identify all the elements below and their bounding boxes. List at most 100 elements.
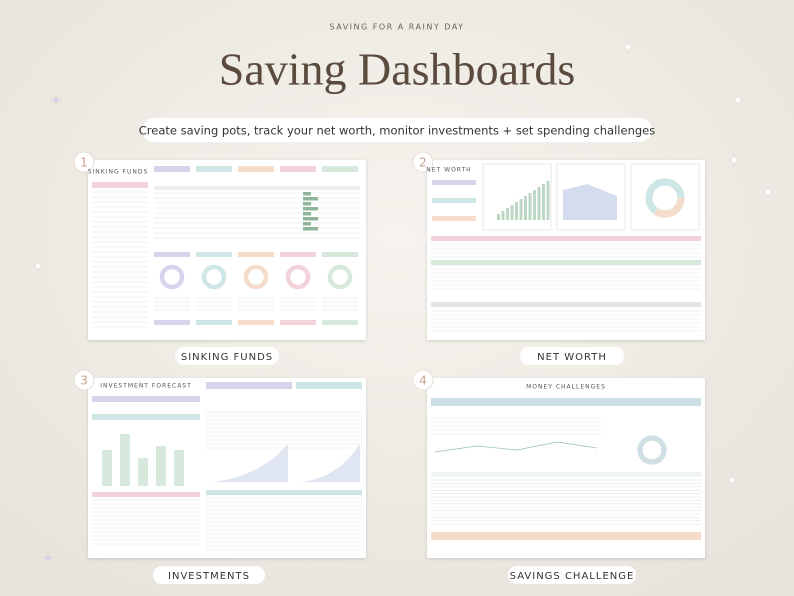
bar (497, 214, 500, 220)
kpi (432, 180, 476, 185)
bar (303, 227, 318, 231)
donut (327, 264, 353, 290)
number: 3 (80, 374, 88, 388)
label-pill (520, 347, 624, 365)
bar (303, 217, 318, 221)
sparkle (761, 185, 775, 199)
bar (515, 202, 518, 220)
area (210, 444, 288, 482)
bar (546, 181, 550, 220)
sparkle (31, 259, 45, 273)
bar (138, 458, 148, 486)
donut (285, 264, 311, 290)
sheet-title: SINKING FUNDS (88, 169, 149, 176)
card-head (154, 320, 190, 325)
kpi (154, 166, 190, 172)
section-head (206, 382, 292, 389)
area (563, 184, 617, 220)
section-head (431, 398, 701, 406)
sparkle (725, 473, 739, 487)
panel: 4 SAVINGS CHALLENGE MONEY CHALLENGES (412, 369, 705, 584)
card-head (196, 320, 232, 325)
bar (156, 446, 166, 486)
card-head (154, 252, 190, 257)
bar (533, 190, 536, 220)
card-head (322, 320, 358, 325)
number: 1 (80, 156, 88, 170)
label: SINKING FUNDS (181, 352, 273, 363)
line (434, 441, 598, 453)
label-pill (153, 566, 265, 584)
label-pill (508, 566, 636, 584)
bar (501, 211, 505, 220)
panel: 3 INVESTMENTS INVESTMENT FORECAST (73, 369, 366, 584)
sparkle (41, 551, 55, 565)
number-badge (412, 151, 434, 173)
number-badge (73, 369, 95, 391)
label: INVESTMENTS (168, 571, 250, 582)
label-pill (175, 347, 279, 365)
bar (303, 202, 311, 206)
number: 4 (419, 374, 427, 388)
label: SAVINGS CHALLENGE (510, 571, 635, 582)
sparkle (621, 40, 635, 54)
donut-part (645, 178, 685, 218)
label: NET WORTH (537, 352, 607, 363)
section-head (92, 492, 200, 497)
chart-box (630, 163, 700, 231)
donut (159, 264, 185, 290)
kpi (196, 166, 232, 172)
bar (537, 187, 541, 220)
donut (243, 264, 269, 290)
kpi (432, 198, 476, 203)
section-head (206, 490, 362, 495)
header-strip (92, 182, 148, 188)
kpi (92, 414, 200, 420)
section-head (431, 236, 701, 241)
bar (174, 450, 184, 486)
kpi (238, 166, 274, 172)
bar (524, 196, 527, 220)
number: 2 (419, 156, 427, 170)
sheet-title: INVESTMENT FORECAST (100, 383, 192, 390)
card-head (238, 252, 274, 257)
sparkle (727, 153, 741, 167)
bar (303, 197, 318, 201)
bar (303, 212, 311, 216)
section-head (431, 302, 701, 307)
card-head (196, 252, 232, 257)
title: Saving Dashboards (219, 44, 575, 95)
bar (303, 192, 311, 196)
chart-box (482, 163, 552, 231)
section-head (431, 472, 701, 477)
bar (303, 222, 311, 226)
donut (637, 435, 667, 465)
number-badge (73, 151, 95, 173)
bar (303, 207, 318, 211)
bar (519, 199, 523, 220)
bar (510, 205, 514, 220)
area (300, 444, 360, 482)
bar (542, 184, 545, 220)
bar (102, 450, 112, 486)
subtitle: Create saving pots, track your net worth… (139, 124, 655, 138)
donut (201, 264, 227, 290)
kpi (280, 166, 316, 172)
bar (528, 193, 532, 220)
bar (506, 208, 509, 220)
section-head (431, 260, 701, 265)
card-head (280, 252, 316, 257)
sheet-title: MONEY CHALLENGES (526, 384, 606, 391)
kpi (322, 166, 358, 172)
card-head (280, 320, 316, 325)
bar (120, 434, 130, 486)
section-head (431, 532, 701, 540)
sheet-title: NET WORTH (426, 167, 471, 174)
subtitle-pill (142, 118, 652, 142)
kpi (92, 396, 200, 402)
